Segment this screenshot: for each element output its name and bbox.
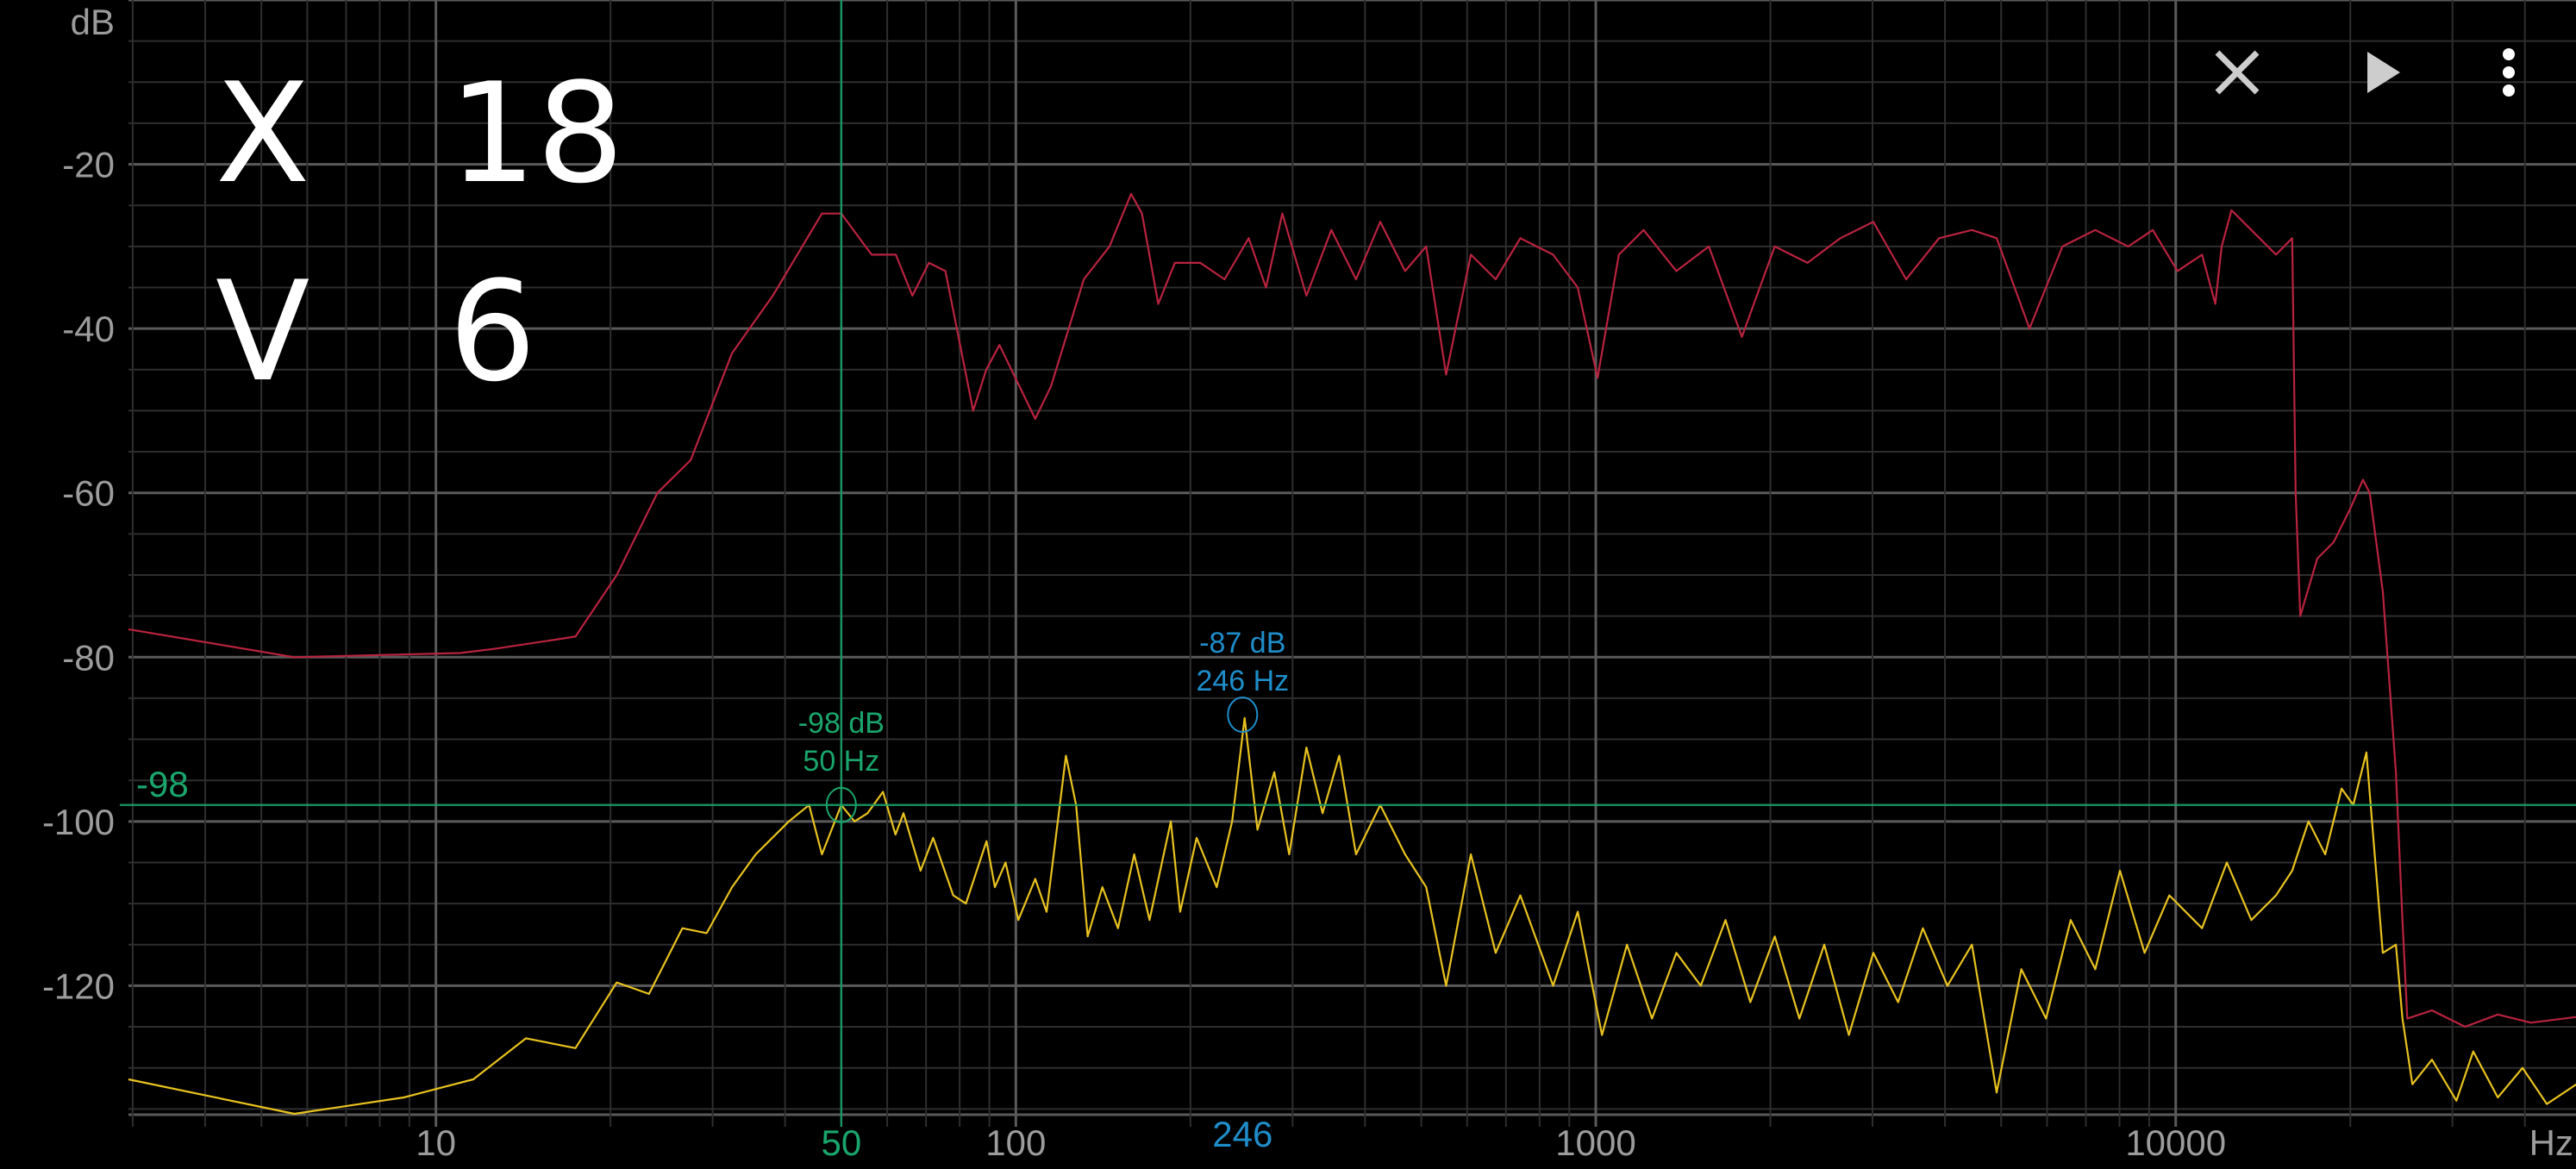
play-icon	[2367, 52, 2400, 93]
cursor-db-label: -87 dB	[1199, 627, 1285, 660]
tick-labels: -20 -40 -60 -80 -100 -120 10 100 1000 10000	[42, 145, 2226, 1163]
x-tick-label: 10000	[2125, 1122, 2226, 1163]
y-tick-label: -120	[42, 966, 115, 1006]
y-tick-label: -100	[42, 802, 115, 842]
x-tick-label: 100	[985, 1122, 1046, 1163]
cursor-layer: -98 -98 dB 50 Hz 50 -87 dB 246 Hz 246	[120, 0, 2576, 1163]
series-peak-hold-line	[128, 192, 2576, 1028]
x-tick-label: 10	[416, 1122, 456, 1163]
play-button[interactable]	[2346, 34, 2423, 111]
more-options-button[interactable]	[2470, 34, 2548, 111]
more-vert-icon	[2503, 48, 2515, 97]
y-tick-label: -80	[62, 637, 115, 678]
cursor-y-axis-label: -98	[136, 764, 189, 804]
close-icon	[2215, 50, 2260, 95]
cursor-x-axis-label: 50	[821, 1122, 861, 1163]
x-unit-label: Hz	[2529, 1122, 2573, 1163]
handwritten-annotation: X 18 V 6	[216, 53, 625, 412]
y-unit-label: dB	[71, 2, 115, 42]
cursor-freq-label: 50 Hz	[803, 745, 879, 778]
cursor-freq-label: 246 Hz	[1196, 665, 1289, 697]
y-tick-label: -40	[62, 309, 115, 349]
x-tick-label: 1000	[1555, 1122, 1635, 1163]
y-tick-label: -60	[62, 473, 115, 514]
series-live-spectrum-line	[128, 716, 2576, 1116]
cursor-marker-circle	[1227, 696, 1259, 733]
cursor-db-label: -98 dB	[798, 707, 885, 740]
grid	[128, 0, 2576, 1127]
close-button[interactable]	[2198, 34, 2276, 111]
cursor-x-axis-label: 246	[1212, 1114, 1272, 1154]
cursor-marker-circle	[825, 786, 857, 823]
y-tick-label: -20	[62, 145, 115, 185]
series-layer	[128, 192, 2576, 1116]
